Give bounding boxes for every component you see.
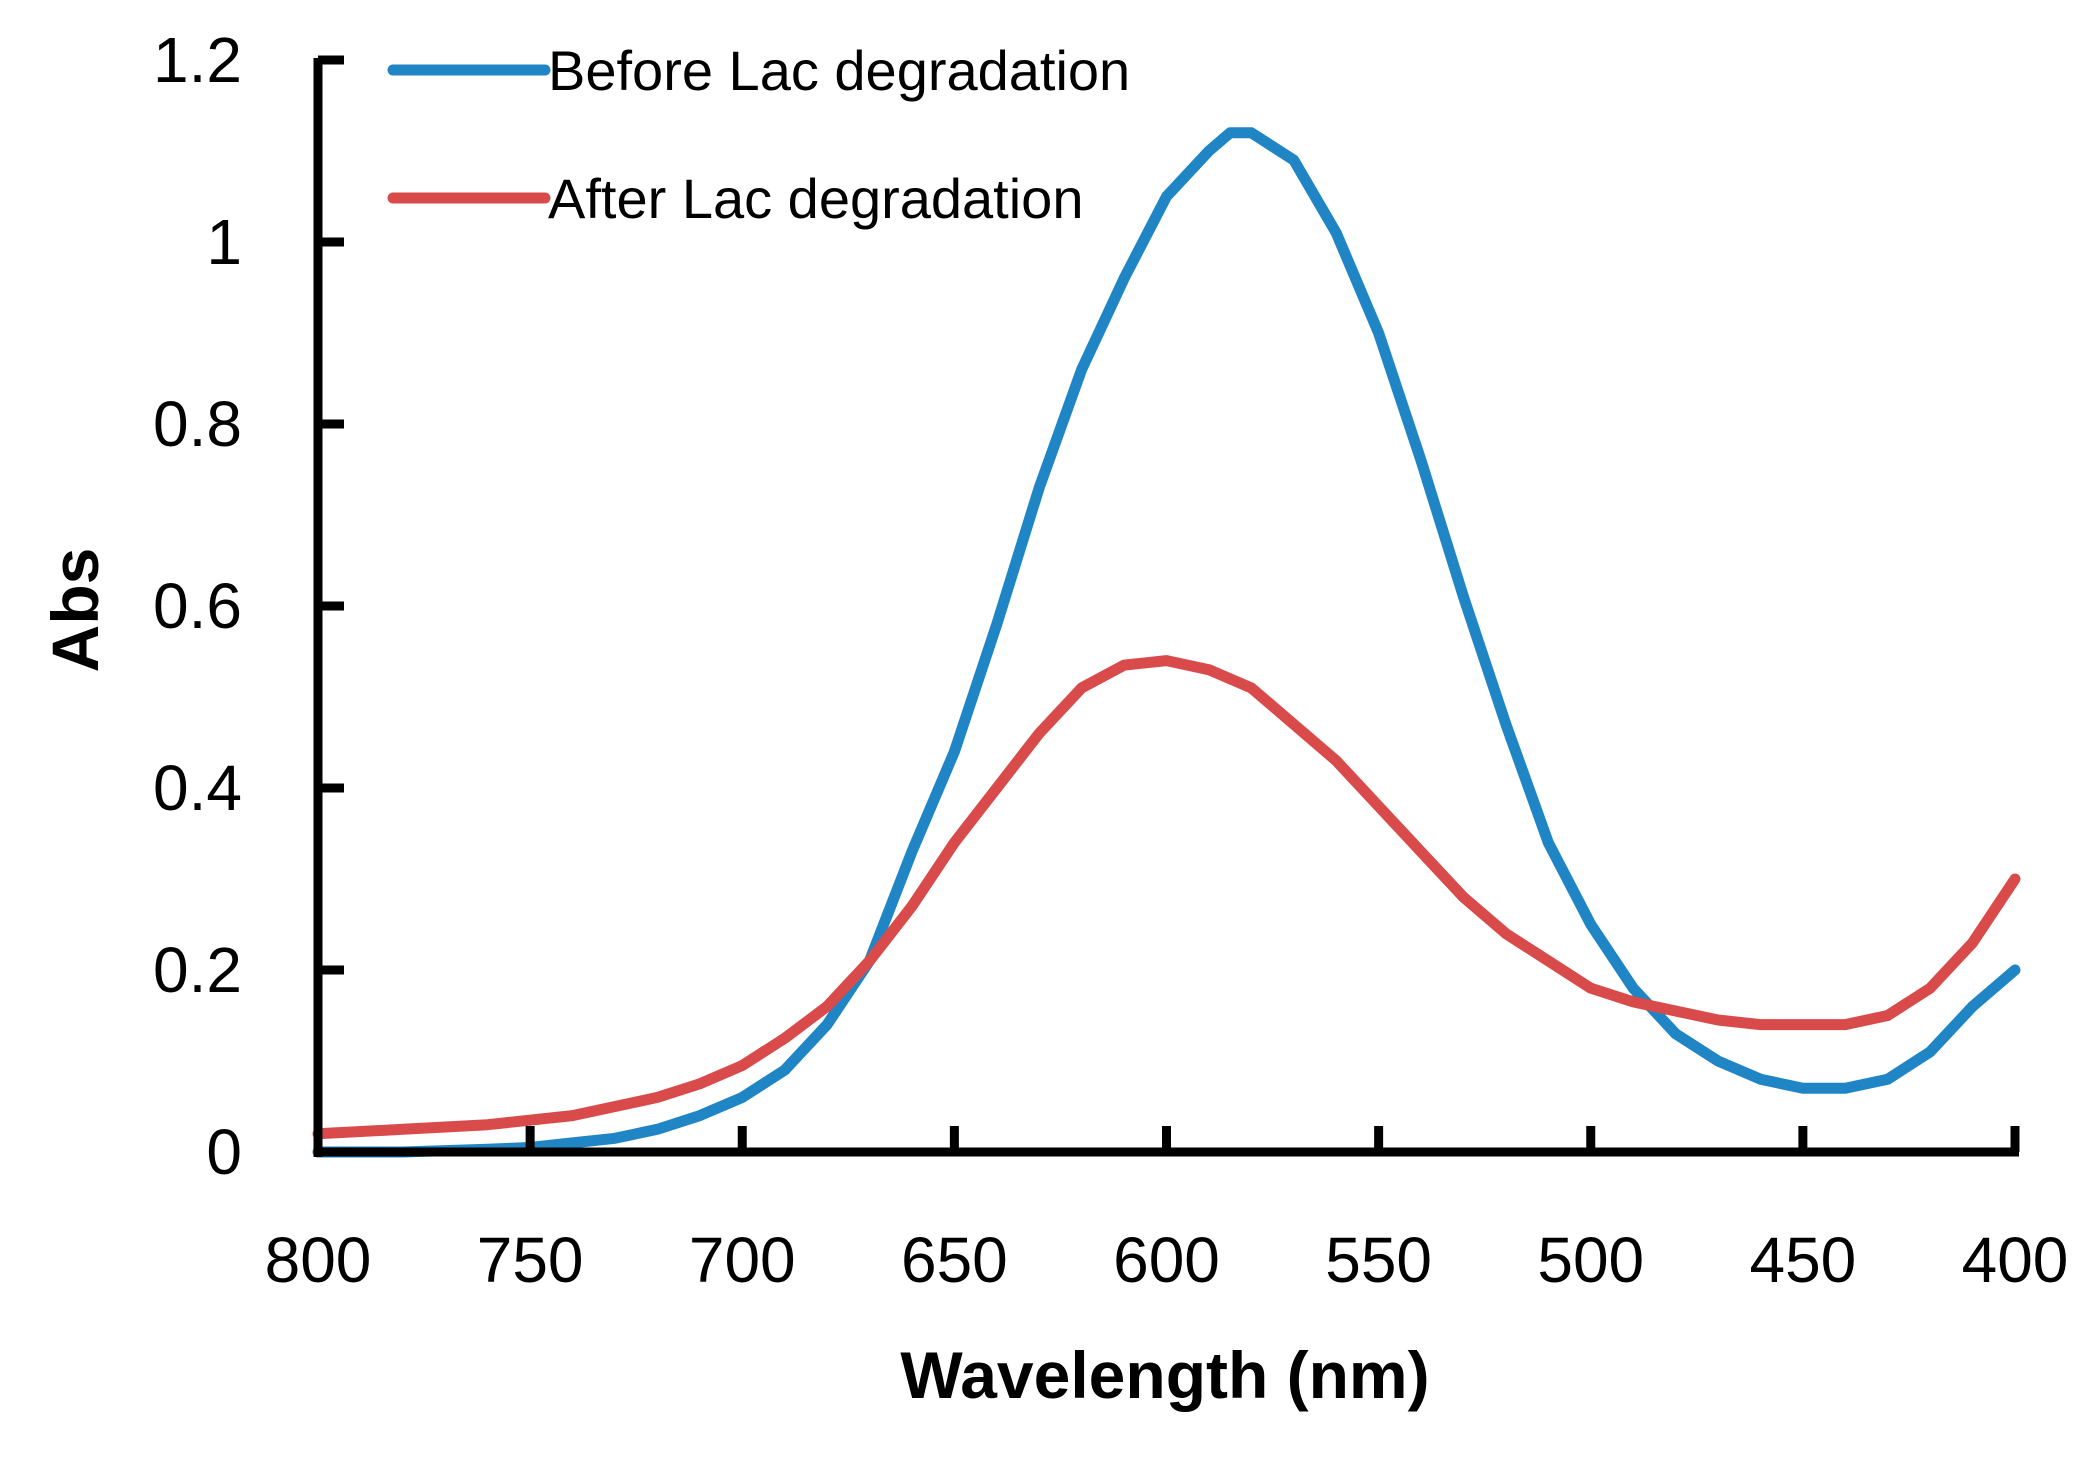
- x-tick-label: 600: [1113, 1224, 1220, 1296]
- x-axis-title: Wavelength (nm): [900, 1338, 1429, 1412]
- x-tick-label: 400: [1962, 1224, 2069, 1296]
- y-tick-label: 0: [206, 1116, 242, 1188]
- x-tick-label: 800: [265, 1224, 372, 1296]
- x-tick-label: 750: [477, 1224, 584, 1296]
- legend-label-after: After Lac degradation: [548, 167, 1083, 230]
- y-tick-label: 0.6: [153, 570, 242, 642]
- x-tick-label: 650: [901, 1224, 1008, 1296]
- x-tick-label: 500: [1537, 1224, 1644, 1296]
- x-axis-ticks: 800 750 700 650 600 550 500 450 400: [265, 1126, 2069, 1296]
- series-line-after: [312, 655, 2021, 1140]
- x-tick-label: 550: [1325, 1224, 1432, 1296]
- series-line-before: [312, 127, 2021, 1158]
- y-axis-ticks: 0 0.2 0.4 0.6 0.8 1 1.2: [153, 24, 344, 1188]
- y-tick-label: 0.4: [153, 752, 242, 824]
- y-tick-label: 1: [206, 206, 242, 278]
- plot-lines: [312, 127, 2021, 1158]
- x-tick-label: 700: [689, 1224, 796, 1296]
- x-tick-label: 450: [1749, 1224, 1856, 1296]
- y-tick-label: 0.2: [153, 934, 242, 1006]
- y-axis-title: Abs: [38, 548, 112, 673]
- y-tick-label: 0.8: [153, 388, 242, 460]
- legend-label-before: Before Lac degradation: [548, 39, 1130, 102]
- y-tick-label: 1.2: [153, 24, 242, 96]
- legend: Before Lac degradation After Lac degrada…: [387, 39, 1130, 230]
